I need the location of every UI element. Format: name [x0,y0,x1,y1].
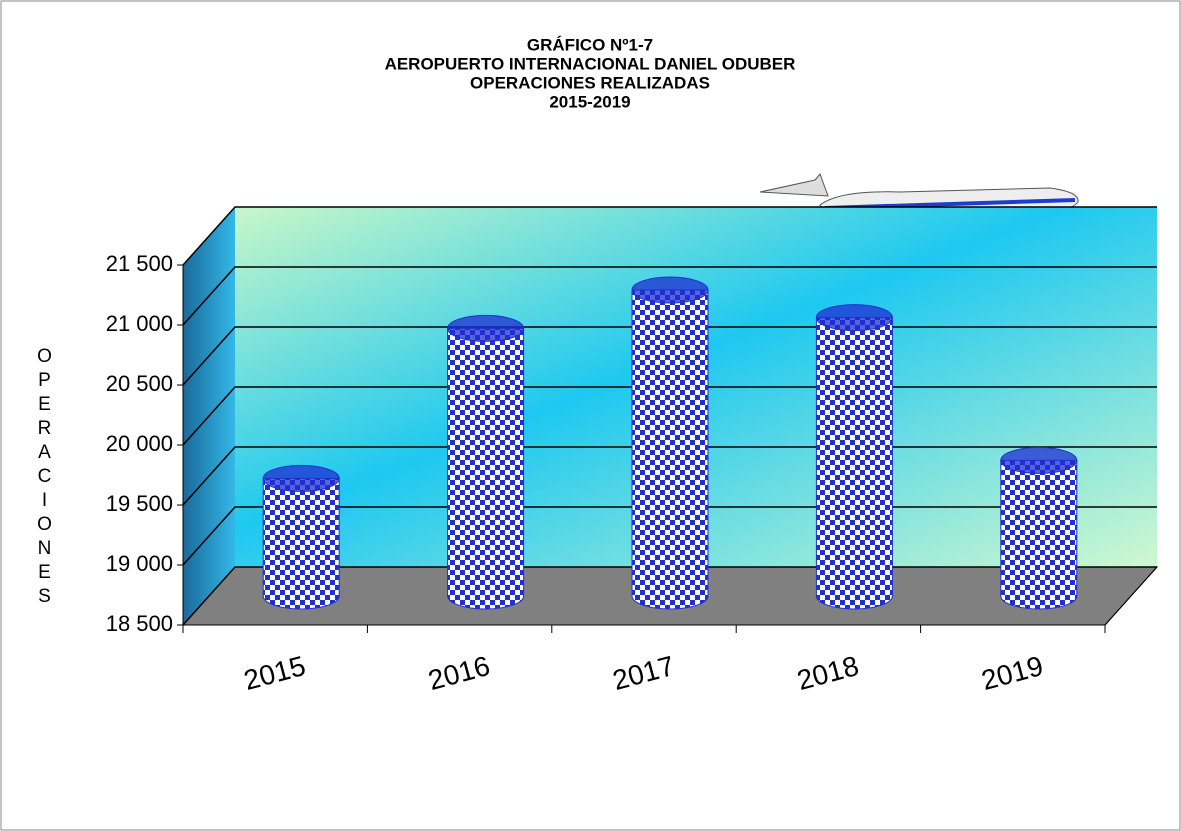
chart-title: AEROPUERTO INTERNACIONAL DANIEL ODUBER [385,54,796,73]
x-tick-label: 2018 [794,650,862,696]
grid-line [182,266,1157,326]
x-tick-label: 2015 [241,650,309,696]
y-tick-label: 20 500 [106,371,173,396]
bar [815,317,893,610]
bar [631,289,709,610]
bar-top [1000,446,1078,474]
chart-title: GRÁFICO Nº1-7 [527,35,653,54]
cylinder [815,304,893,610]
grid-line [182,206,1157,266]
bar [447,327,525,610]
y-tick-label: 18 500 [106,611,173,636]
bar [1000,459,1078,610]
chart-title: 2015-2019 [549,92,630,111]
x-tick-label: 2019 [978,650,1046,696]
chart-title: OPERACIONES REALIZADAS [470,73,710,92]
y-axis-title: OPERACIONES [34,346,55,610]
y-tick-label: 21 500 [106,251,173,276]
wall-edge [1104,566,1158,626]
bar-top [631,276,709,304]
cylinder [447,314,525,610]
y-tick-label: 19 500 [106,491,173,516]
cylinder [1000,446,1078,610]
y-tick-label: 20 000 [106,431,173,456]
y-tick-label: 19 000 [106,551,173,576]
cylinder [631,276,709,610]
bar-top [815,304,893,332]
y-tick-label: 21 000 [106,311,173,336]
bar [262,477,340,610]
x-tick-label: 2016 [425,650,493,696]
bar-top [262,464,340,492]
cylinder [262,464,340,610]
bar-top [447,314,525,342]
x-tick-label: 2017 [609,650,677,696]
